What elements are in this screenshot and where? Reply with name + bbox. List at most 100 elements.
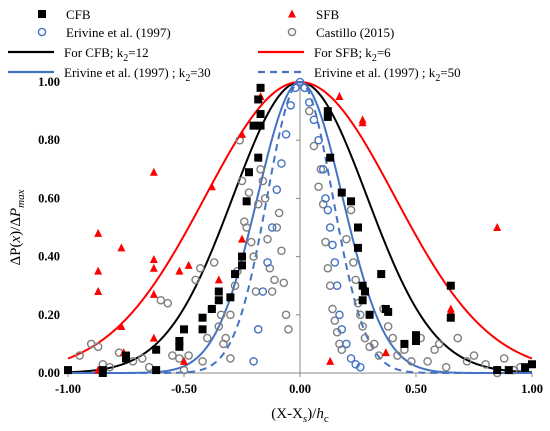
data-point	[323, 112, 332, 121]
data-point	[323, 263, 333, 273]
data-point	[238, 234, 246, 243]
data-point	[253, 325, 263, 334]
data-point	[256, 110, 265, 119]
data-point	[242, 197, 251, 206]
data-point	[180, 325, 188, 334]
legend-item: For SFB; k2=6	[258, 45, 391, 64]
data-point	[214, 322, 224, 331]
x-tick-label: 1.00	[521, 382, 543, 396]
legend-marker	[38, 10, 46, 18]
data-point	[149, 333, 158, 342]
data-point	[318, 164, 328, 174]
fit-curves	[67, 80, 533, 374]
data-point	[279, 278, 289, 288]
data-point	[198, 325, 207, 334]
data-point	[226, 354, 235, 363]
x-tick-label: 0.50	[405, 382, 427, 396]
data-point	[175, 342, 184, 351]
x-tick-label: 0.00	[289, 382, 311, 396]
data-point	[314, 182, 323, 192]
data-point	[358, 115, 367, 124]
data-point	[493, 223, 502, 231]
data-point	[198, 313, 207, 322]
data-point	[291, 83, 300, 93]
data-point	[256, 121, 265, 130]
data-point	[272, 223, 282, 232]
data-point	[499, 354, 509, 363]
data-point	[328, 240, 337, 250]
x-axis-title: (X-Xs)/hc	[271, 406, 329, 425]
data-point	[309, 115, 319, 125]
data-point	[277, 159, 286, 168]
data-point	[93, 342, 103, 352]
data-point	[137, 354, 147, 363]
data-point	[175, 266, 184, 275]
data-point	[242, 223, 251, 232]
data-point	[521, 363, 530, 372]
data-point	[191, 275, 200, 285]
y-tick-label: 0.80	[38, 133, 60, 147]
data-point	[216, 310, 226, 320]
data-point	[256, 164, 265, 174]
data-point	[383, 322, 393, 331]
data-point	[381, 348, 390, 357]
data-point	[152, 345, 161, 354]
data-point	[354, 223, 362, 232]
data-point	[349, 258, 358, 267]
data-point	[321, 237, 330, 247]
data-points	[64, 77, 536, 378]
legend-item: SFB	[288, 7, 339, 22]
data-point	[284, 325, 293, 334]
y-tick-label: 1.00	[38, 75, 60, 89]
data-point	[163, 298, 173, 308]
y-axis-title: ΔP(x)/ΔPmax	[8, 189, 27, 265]
data-point	[412, 336, 420, 345]
legend-label: For CFB; k2=12	[64, 45, 149, 64]
data-point	[75, 351, 84, 360]
data-point	[469, 351, 479, 360]
data-point	[326, 153, 335, 162]
legend-label: CFB	[66, 7, 91, 22]
data-point	[504, 366, 513, 375]
data-point	[258, 176, 268, 186]
x-axis-ticks: -1.00 -0.50 0.00 0.50 1.00	[55, 373, 543, 396]
data-point	[238, 129, 246, 138]
data-point	[346, 205, 356, 215]
data-point	[309, 141, 319, 151]
series-erivine-et-al-1997	[249, 77, 365, 372]
data-point	[325, 281, 335, 291]
data-point	[347, 197, 356, 206]
data-point	[356, 362, 365, 372]
data-point	[342, 339, 351, 349]
data-point	[249, 252, 258, 261]
data-point	[377, 270, 386, 279]
data-point	[346, 354, 356, 363]
data-point	[246, 237, 256, 247]
data-point	[214, 287, 223, 296]
legend-label: Castillo (2015)	[316, 25, 394, 40]
data-point	[365, 310, 374, 319]
data-point	[335, 310, 344, 320]
data-point	[198, 357, 207, 366]
curve-k2-50	[68, 80, 532, 374]
data-point	[400, 339, 409, 348]
data-point	[281, 310, 291, 320]
data-point	[149, 167, 158, 176]
data-point	[481, 359, 490, 369]
data-point	[226, 293, 235, 302]
data-point	[337, 345, 347, 355]
data-point	[207, 304, 216, 313]
data-point	[64, 366, 72, 375]
data-point	[230, 281, 240, 291]
data-point	[453, 333, 463, 343]
data-point	[446, 281, 455, 290]
data-point	[356, 310, 365, 320]
legend-item: For CFB; k2=12	[8, 45, 149, 64]
data-point	[351, 275, 360, 285]
data-point	[209, 258, 219, 267]
data-point	[321, 194, 330, 203]
data-point	[263, 258, 272, 267]
data-point	[263, 234, 272, 244]
data-point	[388, 333, 398, 343]
data-point	[360, 333, 370, 343]
